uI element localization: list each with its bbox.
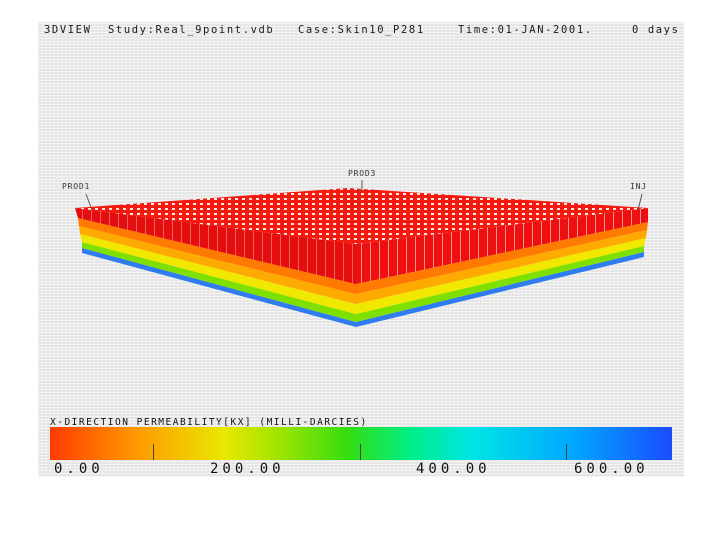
layer-top-columns <box>75 208 648 284</box>
study-name: Study:Real_9point.vdb <box>108 24 275 36</box>
color-scale-bar <box>50 427 672 460</box>
tick-mark <box>566 444 567 460</box>
tick-label-200: 200.00 <box>210 461 285 477</box>
3d-viewport[interactable]: 3DVIEW Study:Real_9point.vdb Case:Skin10… <box>38 22 684 477</box>
case-name: Case:Skin10_P281 <box>298 24 425 36</box>
well-label-prod1[interactable]: PROD1 <box>62 182 91 191</box>
simulation-time: Time:01-JAN-2001. <box>458 24 593 36</box>
legend-title: X-DIRECTION PERMEABILITY[KX] (MILLI-DARC… <box>50 417 368 428</box>
top-surface-grid <box>75 188 648 244</box>
tick-mark <box>360 444 361 460</box>
well-prod1-stick <box>85 193 93 211</box>
tick-label-0: 0.00 <box>54 461 104 477</box>
elapsed-days: 0 days <box>632 24 680 36</box>
tick-mark <box>153 444 154 460</box>
tick-label-600: 600.00 <box>574 461 649 477</box>
view-name: 3DVIEW <box>44 24 92 36</box>
reservoir-grid-model[interactable] <box>38 22 684 477</box>
left-face-shade <box>75 208 356 284</box>
tick-label-400: 400.00 <box>416 461 491 477</box>
well-label-inj[interactable]: INJ <box>630 182 647 191</box>
well-label-prod3[interactable]: PROD3 <box>348 169 377 178</box>
well-inj-stick <box>637 193 643 211</box>
